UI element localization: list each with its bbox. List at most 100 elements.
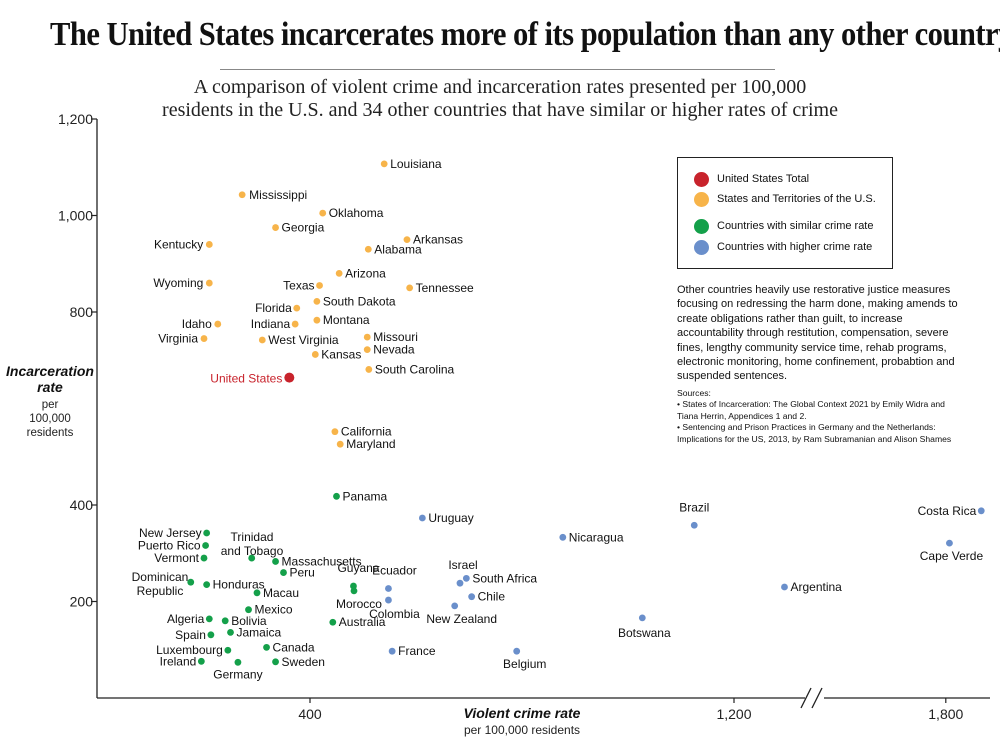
label-united-states: United States <box>210 372 282 386</box>
source-item-1: • States of Incarceration: The Global Co… <box>677 399 945 421</box>
label-louisiana: Louisiana <box>390 157 442 171</box>
label-peru: Peru <box>290 566 315 580</box>
point-sweden <box>272 658 279 666</box>
point-south-carolina <box>365 366 373 373</box>
point-virginia <box>200 335 208 342</box>
point-puerto-rico <box>202 542 209 549</box>
y-tick-label: 1,200 <box>58 111 93 127</box>
subtitle-line-2: residents in the U.S. and 34 other count… <box>162 99 838 121</box>
label-botswana: Botswana <box>618 626 671 640</box>
label-trinidad-and-tobago: and Tobago <box>221 544 284 558</box>
subtitle-line-1: A comparison of violent crime and incarc… <box>193 76 807 98</box>
y-axis-title: Incarceration <box>6 363 94 379</box>
label-california: California <box>341 425 392 439</box>
point-nicaragua <box>559 533 567 541</box>
point-missouri <box>363 333 371 341</box>
label-australia: Australia <box>339 615 386 629</box>
label-ireland: Ireland <box>160 654 197 668</box>
point-south-dakota <box>313 297 321 305</box>
label-belgium: Belgium <box>503 657 546 671</box>
point-uruguay <box>418 514 426 522</box>
point-united-states <box>284 372 295 383</box>
legend-label-higher: Countries with higher crime rate <box>717 241 873 253</box>
label-canada: Canada <box>273 640 315 654</box>
point-massachusetts <box>272 558 279 565</box>
point-argentina <box>781 583 788 591</box>
point-morocco <box>350 587 358 595</box>
point-florida <box>293 304 301 312</box>
legend-swatch-higher <box>694 239 709 255</box>
axis-break-mark <box>800 687 812 709</box>
label-sweden: Sweden <box>282 655 325 669</box>
label-puerto-rico: Puerto Rico <box>138 539 201 553</box>
point-algeria <box>205 615 213 623</box>
label-oklahoma: Oklahoma <box>329 206 384 220</box>
label-brazil: Brazil <box>679 500 709 514</box>
label-missouri: Missouri <box>373 330 418 344</box>
label-algeria: Algeria <box>167 612 205 626</box>
label-south-carolina: South Carolina <box>375 362 455 376</box>
point-california <box>331 428 339 436</box>
point-kentucky <box>205 241 213 248</box>
legend-item-us-total: United States Total <box>694 170 809 188</box>
label-florida: Florida <box>255 301 292 315</box>
label-mississippi: Mississippi <box>249 188 307 202</box>
label-tennessee: Tennessee <box>416 281 474 295</box>
label-jamaica: Jamaica <box>237 625 282 639</box>
label-arizona: Arizona <box>345 266 386 280</box>
point-louisiana <box>380 160 388 168</box>
point-arkansas <box>403 236 411 244</box>
point-peru <box>280 569 287 576</box>
label-israel: Israel <box>448 558 477 572</box>
label-texas: Texas <box>283 278 314 292</box>
point-south-africa <box>462 574 470 582</box>
legend-item-similar: Countries with similar crime rate <box>694 217 873 235</box>
point-spain <box>207 631 215 639</box>
point-dominican-republic <box>187 578 195 586</box>
label-uruguay: Uruguay <box>428 511 473 525</box>
label-south-africa: South Africa <box>472 571 537 585</box>
label-georgia: Georgia <box>282 221 325 235</box>
label-morocco: Morocco <box>336 597 382 611</box>
chart-title: The United States incarcerates more of i… <box>50 16 1000 53</box>
y-tick-label: 200 <box>70 594 94 610</box>
x-tick-label: 1,800 <box>928 706 963 722</box>
label-dominican-republic: Republic <box>137 584 184 598</box>
y-tick-label: 1,000 <box>58 208 93 224</box>
restorative-justice-note: Other countries heavily use restorative … <box>677 284 958 383</box>
point-indiana <box>291 320 299 328</box>
legend-label-us-total: United States Total <box>717 173 810 185</box>
point-tennessee <box>406 284 414 292</box>
point-honduras <box>203 581 211 589</box>
point-canada <box>263 643 270 651</box>
point-nevada <box>363 346 371 354</box>
point-maryland <box>336 440 344 448</box>
label-costa-rica: Costa Rica <box>918 504 977 518</box>
x-axis-subtitle: per 100,000 residents <box>464 723 580 737</box>
label-south-dakota: South Dakota <box>323 294 396 308</box>
legend-swatch-states <box>694 191 709 207</box>
label-dominican-republic: Dominican <box>132 570 189 584</box>
point-wyoming <box>205 279 213 287</box>
point-trinidad-and-tobago <box>248 554 256 562</box>
point-luxembourg <box>224 646 232 654</box>
y-axis-subtitle: residents <box>27 427 74 439</box>
point-georgia <box>272 224 279 231</box>
label-cape-verde: Cape Verde <box>920 549 984 563</box>
legend-item-states: States and Territories of the U.S. <box>694 190 876 208</box>
label-germany: Germany <box>213 667 262 681</box>
label-ecuador: Ecuador <box>372 563 417 577</box>
y-axis-subtitle: per <box>42 399 59 411</box>
label-kansas: Kansas <box>321 347 361 361</box>
label-kentucky: Kentucky <box>154 237 203 251</box>
label-chile: Chile <box>478 590 506 604</box>
point-arizona <box>335 270 343 277</box>
title-divider <box>220 69 775 70</box>
label-indiana: Indiana <box>251 317 291 331</box>
legend-label-similar: Countries with similar crime rate <box>717 220 874 232</box>
label-trinidad-and-tobago: Trinidad <box>231 530 274 544</box>
point-jamaica <box>227 628 234 636</box>
point-mississippi <box>238 191 246 199</box>
label-vermont: Vermont <box>154 551 199 565</box>
point-costa-rica <box>977 507 985 515</box>
